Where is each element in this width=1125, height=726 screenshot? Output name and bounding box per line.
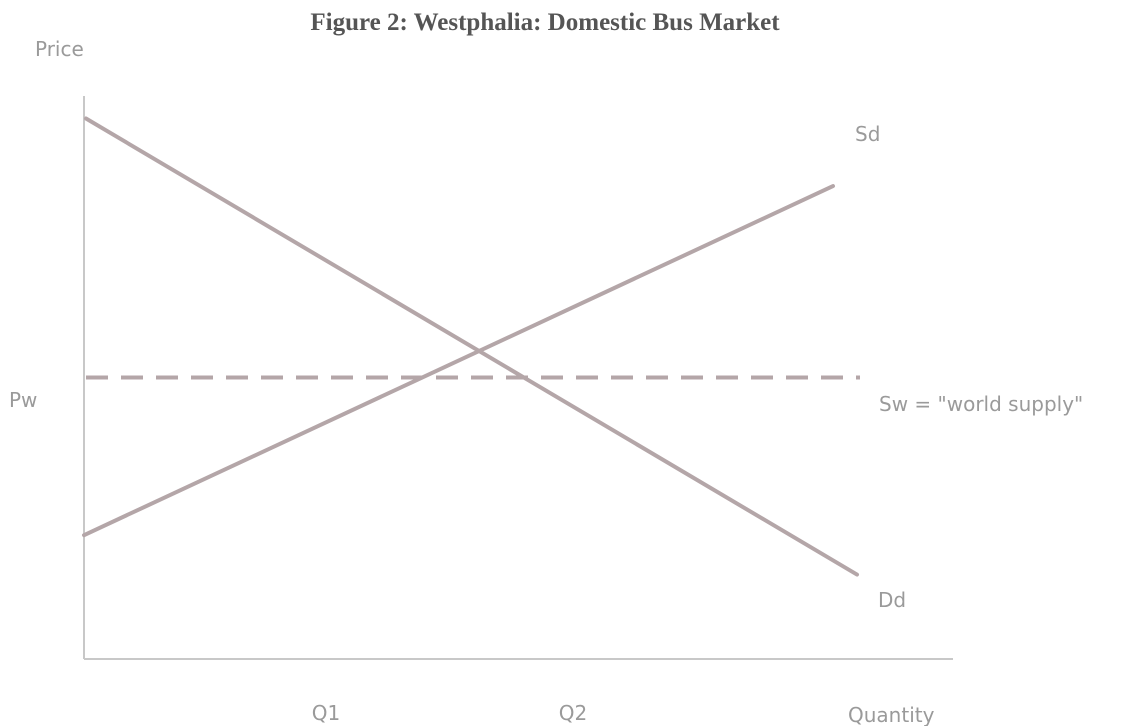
dd-line <box>86 119 857 575</box>
sd-line <box>84 186 833 535</box>
x-tick-q2: Q2 <box>559 701 587 725</box>
x-axis-label: Quantity <box>848 703 935 726</box>
x-tick-q1: Q1 <box>312 701 340 725</box>
chart-title: Figure 2: Westphalia: Domestic Bus Marke… <box>310 9 780 36</box>
y-tick-pw: Pw <box>9 388 37 412</box>
dd-label: Dd <box>878 588 906 612</box>
sd-label: Sd <box>855 122 880 146</box>
series-layer: Sd Dd Sw = "world supply" <box>84 119 1083 612</box>
y-axis-label: Price <box>35 37 84 61</box>
sw-label: Sw = "world supply" <box>879 392 1083 416</box>
